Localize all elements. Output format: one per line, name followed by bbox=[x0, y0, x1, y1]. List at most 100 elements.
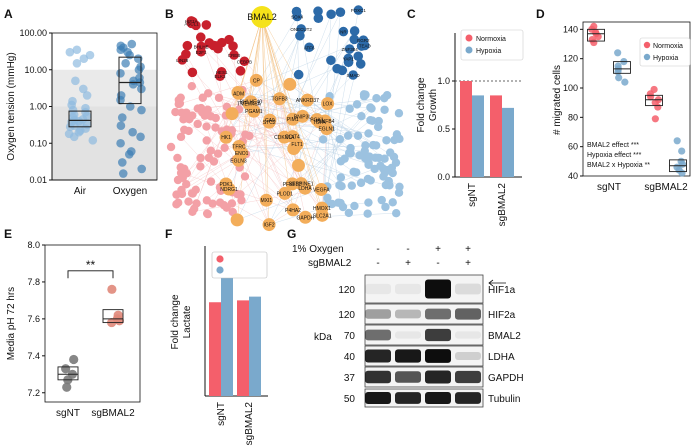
network-node bbox=[355, 59, 366, 69]
network-node bbox=[219, 130, 233, 144]
network-node-label: PLOD1 bbox=[277, 191, 294, 197]
blot-band bbox=[365, 349, 391, 363]
network-node-label: VEGFA bbox=[313, 187, 330, 193]
network-edge bbox=[181, 160, 239, 195]
chart-a-point bbox=[137, 164, 147, 174]
network-node bbox=[395, 134, 404, 144]
blot-protein-label: Tubulin bbox=[488, 394, 520, 405]
network-node bbox=[198, 108, 207, 117]
chart-e-frame bbox=[44, 244, 141, 403]
network-node bbox=[304, 42, 315, 53]
chart-c-bar bbox=[502, 107, 514, 177]
network-node bbox=[348, 70, 358, 80]
network-node bbox=[380, 168, 390, 177]
network-node bbox=[202, 209, 212, 218]
network-edge bbox=[238, 144, 298, 147]
network-node bbox=[196, 162, 205, 171]
network-node-label: LOX bbox=[323, 102, 334, 108]
network-node bbox=[211, 113, 220, 123]
chart-a-point bbox=[117, 113, 127, 122]
network-node-label: HMOX1 bbox=[313, 206, 331, 212]
network-node bbox=[230, 213, 244, 227]
chart-a-point bbox=[121, 58, 130, 68]
network-node bbox=[174, 99, 183, 109]
network-node bbox=[173, 153, 182, 163]
network-node-label: TMEM45A bbox=[237, 102, 261, 108]
chart-a-y-tick-label: 10.00 bbox=[24, 65, 47, 75]
network-node bbox=[364, 198, 373, 207]
chart-a-box bbox=[118, 56, 142, 105]
network-node bbox=[240, 172, 250, 181]
chart-d-point bbox=[590, 38, 598, 47]
network-node bbox=[215, 71, 225, 82]
network-node-label: SLC2A1 bbox=[313, 213, 332, 219]
network-node bbox=[336, 173, 346, 182]
chart-a-point bbox=[72, 45, 82, 55]
network-node bbox=[347, 181, 357, 190]
chart-c-y-label-line2: Growth bbox=[428, 89, 439, 121]
chart-d-point bbox=[594, 33, 602, 41]
network-hub-edge bbox=[261, 16, 323, 209]
network-hub-edge bbox=[261, 16, 270, 123]
panel-label-a: A bbox=[4, 7, 13, 21]
network-node bbox=[231, 153, 245, 167]
network-node bbox=[172, 200, 181, 209]
chart-a-point bbox=[81, 103, 90, 113]
chart-a-point bbox=[64, 129, 74, 139]
network-edge bbox=[195, 25, 270, 225]
panel-label-d: D bbox=[536, 7, 545, 21]
network-node bbox=[176, 163, 185, 172]
chart-a-point bbox=[116, 138, 125, 148]
network-node bbox=[185, 114, 194, 124]
network-node-label: ASCL1 bbox=[184, 21, 199, 26]
blot-kda-marker: 40 bbox=[344, 352, 356, 363]
network-node bbox=[220, 143, 229, 153]
blot-protein-label: HIF2a bbox=[488, 310, 516, 321]
network-hub-label: BMAL2 bbox=[247, 12, 277, 22]
network-node bbox=[195, 32, 206, 43]
chart-f-legend-swatch bbox=[216, 266, 224, 274]
chart-a-point bbox=[116, 69, 125, 78]
network-node bbox=[380, 154, 389, 163]
network-edge bbox=[231, 113, 340, 186]
network-node bbox=[278, 186, 292, 200]
network-node bbox=[368, 116, 377, 125]
blot-header-oxygen-value: + bbox=[435, 244, 441, 255]
network-edge bbox=[322, 10, 359, 216]
blot-band bbox=[455, 392, 481, 404]
network-node bbox=[381, 202, 390, 212]
chart-f-bar bbox=[209, 302, 221, 396]
blot-header-oxygen-value: + bbox=[465, 244, 471, 255]
network-node bbox=[213, 149, 223, 158]
network-node-label: ATF6 bbox=[304, 45, 315, 50]
network-node-label: CA9 bbox=[265, 118, 275, 124]
blot-band bbox=[425, 308, 451, 320]
network-node bbox=[198, 93, 207, 102]
network-node bbox=[296, 109, 310, 123]
chart-c-growth: 0.0 0.5 1.0 sgNT sgBMAL2 Normoxia Hypoxia Fold… bbox=[416, 29, 524, 226]
chart-c-bar bbox=[472, 95, 484, 177]
network-node bbox=[326, 9, 336, 20]
network-edge bbox=[268, 108, 372, 225]
network-node bbox=[193, 119, 202, 129]
network-node bbox=[292, 11, 302, 22]
chart-d-point bbox=[621, 78, 629, 86]
network-node bbox=[219, 201, 229, 210]
network-edge bbox=[238, 93, 379, 122]
network-node bbox=[340, 154, 349, 163]
network-edge bbox=[326, 107, 371, 129]
network-node bbox=[206, 177, 216, 186]
chart-c-legend-swatch bbox=[465, 34, 473, 42]
panel-label-e: E bbox=[4, 227, 12, 241]
chart-a-y-tick-label: 0.01 bbox=[29, 175, 47, 185]
network-edge bbox=[192, 189, 322, 212]
network-node bbox=[353, 5, 364, 15]
chart-a-point bbox=[118, 169, 128, 178]
chart-a-point bbox=[116, 91, 126, 100]
chart-a-point bbox=[133, 54, 143, 63]
chart-f-legend-box bbox=[211, 251, 268, 279]
chart-a-point bbox=[128, 127, 137, 137]
network-node-label: EGR2 bbox=[357, 38, 370, 43]
network-edge bbox=[301, 107, 371, 184]
chart-d-y-tick-label: 120 bbox=[563, 54, 578, 64]
